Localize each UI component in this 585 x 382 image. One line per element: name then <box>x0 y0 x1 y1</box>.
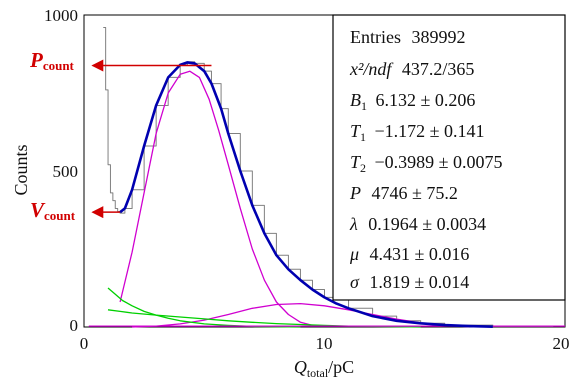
stats-t1-sub: 1 <box>360 130 366 144</box>
series-layer <box>88 26 565 328</box>
stats-row-p: P 4746 ± 75.2 <box>349 183 458 203</box>
stats-t1-value: −1.172 ± 0.141 <box>375 121 485 141</box>
peak-label: Pcount <box>29 48 75 73</box>
valley-label: Vcount <box>30 198 76 223</box>
stats-lambda-value: 0.1964 ± 0.0034 <box>368 214 486 234</box>
stats-chi2-value: 437.2/365 <box>402 59 475 79</box>
stats-b1-value: 6.132 ± 0.206 <box>376 90 476 110</box>
x-axis-title-unit: /pC <box>328 357 354 377</box>
x-tick-label: 10 <box>316 334 333 353</box>
stats-b1-sub: 1 <box>361 99 367 113</box>
series-gaussian-component <box>119 70 313 327</box>
stats-mu-value: 4.431 ± 0.016 <box>370 244 470 264</box>
stats-lambda-label: λ <box>349 214 358 234</box>
stats-row-b1: B1 6.132 ± 0.206 <box>350 90 475 114</box>
y-tick-label: 500 <box>53 162 79 181</box>
stats-row-entries: Entries 389992 <box>350 27 466 47</box>
stats-row-sigma: σ 1.819 ± 0.014 <box>350 272 469 292</box>
stats-entries-label: Entries <box>350 27 401 47</box>
valley-label-main: V <box>30 198 46 222</box>
peak-label-sub: count <box>43 58 75 73</box>
valley-label-sub: count <box>44 208 76 223</box>
stats-p-value: 4746 ± 75.2 <box>372 183 458 203</box>
peak-label-main: P <box>29 48 43 72</box>
stats-t2-label: T <box>350 152 362 172</box>
y-tick-label: 1000 <box>44 6 78 25</box>
stats-row-lambda: λ 0.1964 ± 0.0034 <box>349 214 486 234</box>
stats-row-chi2: x²/ndf 437.2/365 <box>349 59 474 79</box>
series-exponential-component-2 <box>107 309 421 328</box>
stats-sigma-label: σ <box>350 272 360 292</box>
stats-t1-label: T <box>350 121 362 141</box>
stats-row-t2: T2 −0.3989 ± 0.0075 <box>350 152 503 176</box>
x-axis-title: Qtotal/pC <box>294 357 354 380</box>
stats-row-mu: μ 4.431 ± 0.016 <box>349 244 469 264</box>
x-axis-title-sub: total <box>307 366 329 380</box>
x-axis-title-main: Q <box>294 357 307 377</box>
stats-row-t1: T1 −1.172 ± 0.141 <box>350 121 485 145</box>
stats-mu-label: μ <box>349 244 359 264</box>
stats-entries-value: 389992 <box>412 27 466 47</box>
x-tick-label: 20 <box>553 334 570 353</box>
stats-box-frame <box>332 14 566 301</box>
stats-t2-value: −0.3989 ± 0.0075 <box>375 152 503 172</box>
x-tick-label: 0 <box>80 334 89 353</box>
series-total-fit <box>119 61 493 328</box>
stats-p-label: P <box>349 183 361 203</box>
stats-box: Entries 389992 x²/ndf 437.2/365 B1 6.132… <box>332 14 566 301</box>
stats-chi2-label: x²/ndf <box>349 59 394 79</box>
stats-sigma-value: 1.819 ± 0.014 <box>369 272 469 292</box>
y-tick-label: 0 <box>70 316 79 335</box>
stats-t2-sub: 2 <box>360 161 366 175</box>
stats-b1-label: B <box>350 90 361 110</box>
y-axis-title: Counts <box>11 144 31 195</box>
